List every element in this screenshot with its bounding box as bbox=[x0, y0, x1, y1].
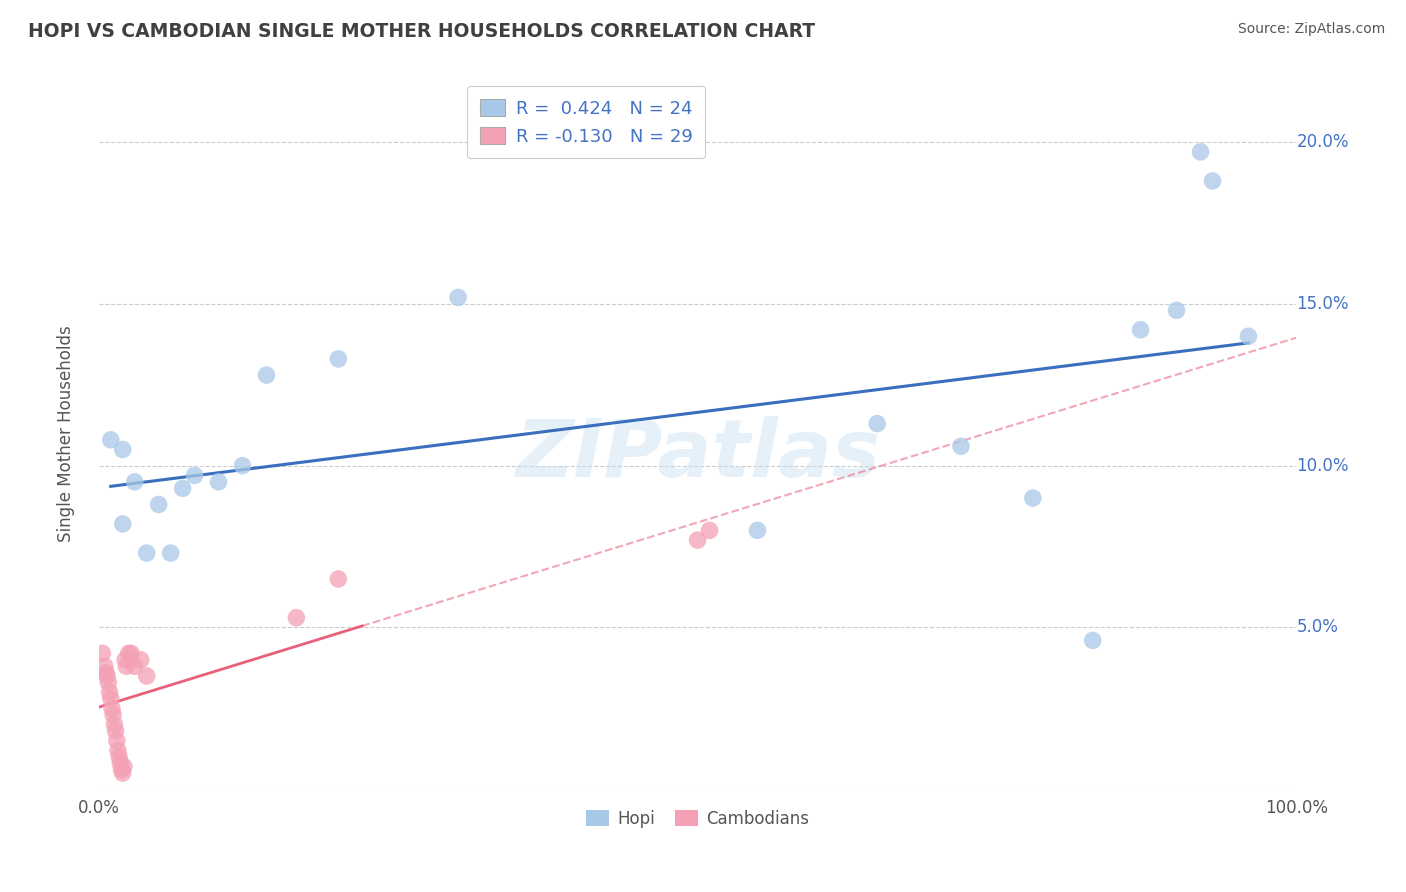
Point bbox=[111, 442, 134, 457]
Point bbox=[96, 669, 118, 683]
Point bbox=[118, 646, 141, 660]
Point bbox=[100, 691, 122, 706]
Point bbox=[110, 763, 132, 777]
Point bbox=[148, 498, 170, 512]
Point bbox=[94, 659, 117, 673]
Point bbox=[1237, 329, 1260, 343]
Point bbox=[1081, 633, 1104, 648]
Point bbox=[97, 675, 120, 690]
Point bbox=[183, 468, 205, 483]
Point bbox=[115, 659, 138, 673]
Point bbox=[107, 743, 129, 757]
Point bbox=[285, 611, 308, 625]
Point bbox=[108, 750, 131, 764]
Point bbox=[1189, 145, 1212, 159]
Point bbox=[447, 290, 470, 304]
Point bbox=[231, 458, 253, 473]
Point bbox=[104, 723, 127, 738]
Point bbox=[135, 546, 157, 560]
Text: HOPI VS CAMBODIAN SINGLE MOTHER HOUSEHOLDS CORRELATION CHART: HOPI VS CAMBODIAN SINGLE MOTHER HOUSEHOL… bbox=[28, 22, 815, 41]
Point bbox=[950, 439, 973, 453]
Point bbox=[699, 524, 721, 538]
Point bbox=[120, 646, 142, 660]
Point bbox=[105, 733, 128, 747]
Point bbox=[111, 516, 134, 531]
Point bbox=[135, 669, 157, 683]
Y-axis label: Single Mother Households: Single Mother Households bbox=[58, 325, 75, 541]
Point bbox=[100, 433, 122, 447]
Point bbox=[124, 659, 146, 673]
Point bbox=[747, 524, 769, 538]
Point bbox=[328, 351, 350, 366]
Point bbox=[328, 572, 350, 586]
Point bbox=[256, 368, 278, 383]
Point bbox=[98, 685, 121, 699]
Point bbox=[172, 481, 194, 495]
Point bbox=[91, 646, 114, 660]
Point bbox=[686, 533, 709, 547]
Text: 5.0%: 5.0% bbox=[1296, 618, 1339, 637]
Point bbox=[114, 653, 136, 667]
Point bbox=[866, 417, 889, 431]
Point bbox=[101, 701, 124, 715]
Point bbox=[112, 759, 135, 773]
Point bbox=[1129, 323, 1152, 337]
Point bbox=[101, 707, 124, 722]
Text: ZIPatlas: ZIPatlas bbox=[515, 416, 880, 493]
Point bbox=[110, 756, 132, 771]
Point bbox=[1022, 491, 1045, 505]
Point bbox=[1166, 303, 1188, 318]
Legend: Hopi, Cambodians: Hopi, Cambodians bbox=[579, 803, 817, 834]
Point bbox=[103, 717, 125, 731]
Text: 20.0%: 20.0% bbox=[1296, 133, 1348, 151]
Point bbox=[111, 766, 134, 780]
Point bbox=[159, 546, 181, 560]
Text: Source: ZipAtlas.com: Source: ZipAtlas.com bbox=[1237, 22, 1385, 37]
Point bbox=[94, 665, 117, 680]
Point bbox=[207, 475, 229, 489]
Point bbox=[129, 653, 152, 667]
Text: 15.0%: 15.0% bbox=[1296, 295, 1348, 313]
Text: 10.0%: 10.0% bbox=[1296, 457, 1348, 475]
Point bbox=[124, 475, 146, 489]
Point bbox=[1201, 174, 1223, 188]
